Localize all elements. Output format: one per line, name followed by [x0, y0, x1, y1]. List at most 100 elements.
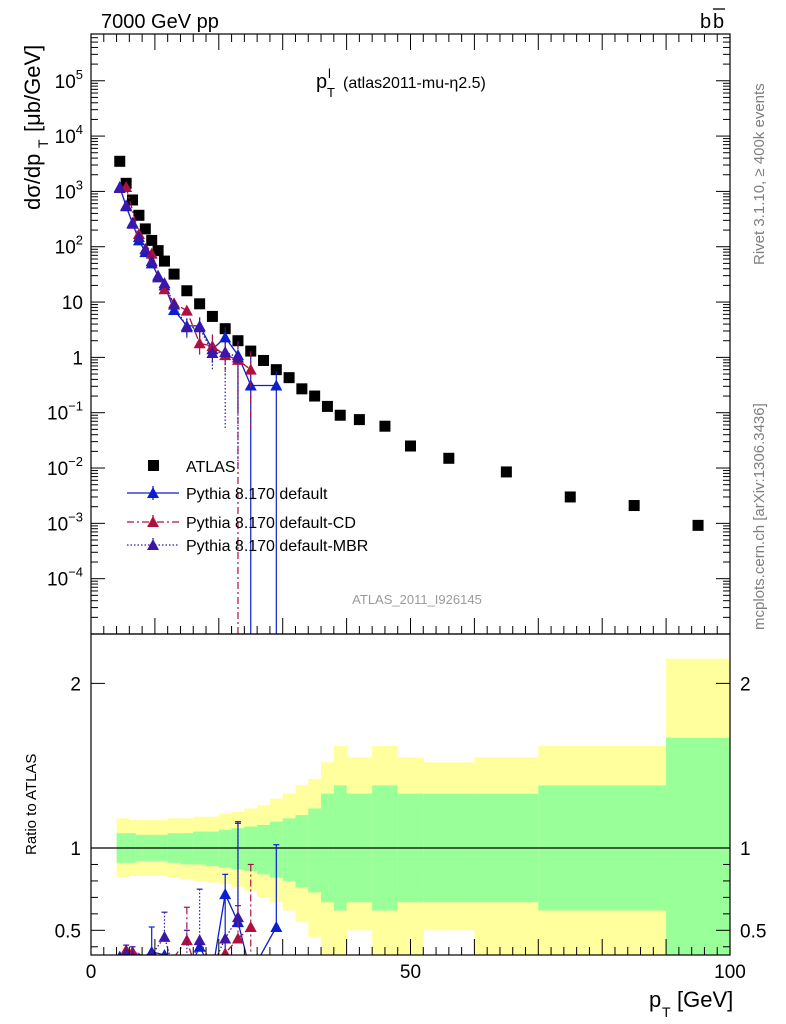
ratio-tick-label: 1	[70, 839, 81, 860]
mc-marker	[180, 321, 193, 333]
header-process-label: b b	[700, 8, 725, 33]
ratio-marker	[158, 964, 170, 975]
uncertainty-band-inner	[244, 826, 258, 872]
atlas-data-point	[309, 390, 321, 402]
svg-text:Pythia 8.170 default-CD: Pythia 8.170 default-CD	[186, 515, 356, 532]
ratio-marker	[221, 947, 230, 955]
svg-text:b: b	[713, 11, 724, 33]
y-tick-label: 10	[62, 293, 83, 314]
y-tick-label: 102	[55, 233, 83, 259]
uncertainty-band-inner	[218, 829, 232, 868]
analysis-watermark: ATLAS_2011_I926145	[352, 592, 482, 607]
mc-marker	[168, 298, 181, 310]
mc-marker	[152, 271, 165, 283]
mc-marker	[180, 304, 193, 316]
svg-text:dσ/dp: dσ/dp	[20, 154, 45, 210]
svg-text:Pythia 8.170 default: Pythia 8.170 default	[186, 486, 328, 503]
atlas-data-point	[283, 372, 295, 384]
mc-marker	[219, 346, 232, 358]
y-tick-label-text: 103	[55, 177, 83, 203]
atlas-data-point	[405, 440, 416, 452]
ratio-marker	[180, 934, 193, 946]
atlas-data-point	[114, 155, 126, 167]
svg-text:[μb/GeV]: [μb/GeV]	[20, 45, 45, 132]
y-tick-label-text: 10−1	[47, 399, 83, 425]
legend-entry-cd: Pythia 8.170 default-CD	[127, 515, 356, 532]
x-tick-label: 0	[86, 962, 97, 983]
ratio-marker	[206, 961, 218, 972]
atlas-data-point	[379, 420, 391, 432]
y-tick-label-text: 104	[55, 122, 83, 148]
uncertainty-band-inner	[295, 815, 309, 888]
atlas-data-point	[258, 354, 270, 366]
ratio-tick-label-right: 0.5	[740, 921, 766, 942]
atlas-data-point	[139, 223, 151, 235]
ratio-marker	[118, 952, 122, 955]
legend-entry-default: Pythia 8.170 default	[127, 486, 328, 503]
y-tick-label: 10−4	[47, 565, 83, 591]
svg-text:T: T	[35, 139, 51, 148]
ratio-marker	[158, 930, 171, 942]
ratio-y-axis-ticks: 0.5 0.5 1 1 2 2 0 50 100	[55, 674, 767, 983]
svg-text:[GeV]: [GeV]	[677, 987, 733, 1012]
ratio-marker	[244, 921, 257, 933]
atlas-data-point	[628, 500, 640, 512]
ratio-marker	[219, 888, 232, 900]
uncertainty-band-inner	[282, 818, 296, 881]
ratio-marker	[245, 967, 257, 978]
svg-text:p: p	[649, 987, 661, 1012]
atlas-data-point	[133, 209, 145, 221]
atlas-data-point	[181, 285, 193, 297]
uncertainty-band-inner	[180, 833, 194, 865]
mcplots-label: mcplots.cern.ch [arXiv:1306.3436]	[751, 403, 768, 630]
panel-title: p l T (atlas2011-mu-η2.5)	[316, 66, 486, 100]
svg-text:b: b	[700, 11, 711, 33]
y-tick-label-text: 105	[55, 67, 83, 93]
rivet-label: Rivet 3.1.10, ≥ 400k events	[751, 83, 768, 265]
mc-marker	[158, 277, 171, 289]
svg-text:Pythia 8.170 default-MBR: Pythia 8.170 default-MBR	[186, 538, 368, 555]
uncertainty-band-inner	[257, 824, 271, 875]
x-tick-label: 50	[400, 962, 421, 983]
ratio-panel	[91, 658, 731, 980]
legend-entry-atlas: ATLAS	[148, 459, 236, 476]
ratio-tick-label: 0.5	[55, 921, 81, 942]
atlas-data-point	[353, 414, 365, 426]
y-tick-label: 10−2	[47, 454, 83, 480]
ratio-tick-label: 2	[70, 674, 81, 695]
ratio-line	[123, 891, 277, 955]
ratio-marker	[168, 965, 180, 976]
mc-marker	[126, 217, 139, 229]
y-tick-label: 104	[55, 122, 83, 148]
ratio-marker	[181, 969, 193, 980]
y-tick-label-text: 10−3	[47, 509, 83, 535]
y-tick-label-text: 1	[72, 348, 83, 369]
mc-marker	[206, 340, 219, 352]
series-3	[113, 182, 244, 469]
y-tick-label-text: 102	[55, 233, 83, 259]
atlas-data-point	[152, 245, 164, 257]
ratio-tick-label-right: 1	[740, 839, 751, 860]
mc-marker	[244, 363, 257, 375]
ratio-line	[125, 926, 252, 955]
svg-text:T: T	[327, 85, 335, 100]
y-tick-label-text: 10−2	[47, 454, 83, 480]
ratio-marker	[121, 947, 131, 955]
ratio-marker	[130, 950, 135, 955]
x-axis-label: p T [GeV]	[649, 987, 733, 1020]
y-tick-label: 105	[55, 67, 83, 93]
y-axis-label: dσ/dp T [μb/GeV]	[20, 45, 51, 210]
atlas-data-point	[168, 268, 180, 280]
atlas-data-point	[206, 310, 218, 322]
atlas-data-point	[296, 383, 308, 395]
atlas-data-point	[270, 364, 282, 376]
atlas-data-point	[443, 452, 455, 464]
mc-marker	[113, 182, 126, 194]
mc-marker	[206, 346, 219, 358]
atlas-data-point	[127, 194, 139, 206]
atlas-data-point	[564, 491, 576, 503]
uncertainty-band-inner	[308, 808, 322, 893]
series-2	[120, 181, 257, 634]
mc-marker	[158, 283, 171, 295]
